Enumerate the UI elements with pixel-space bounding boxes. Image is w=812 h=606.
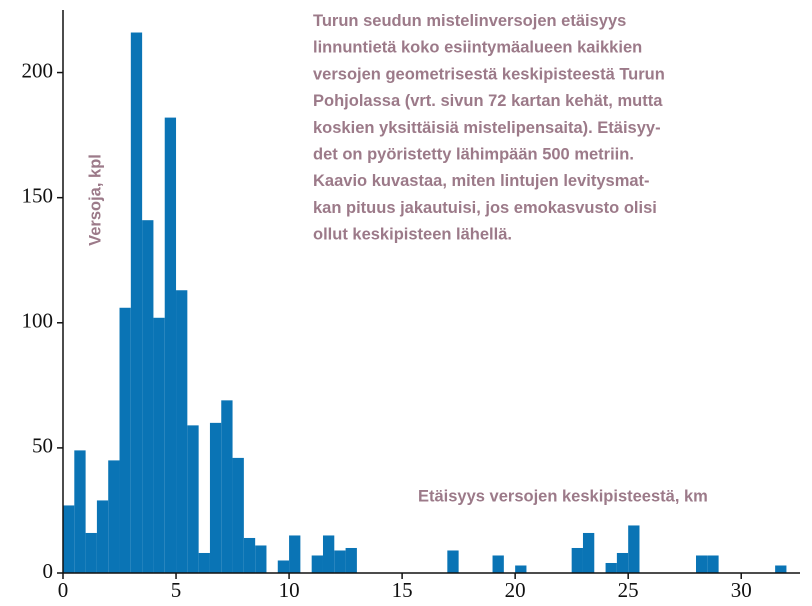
bar — [85, 532, 97, 573]
bar — [345, 547, 357, 573]
x-tick-label: 20 — [505, 578, 526, 602]
bar — [447, 550, 459, 573]
bar — [696, 555, 708, 573]
x-tick-label: 5 — [171, 578, 182, 602]
bar — [616, 552, 629, 573]
bar — [108, 460, 120, 573]
annotation-line: versojen geometrisestä keskipisteestä Tu… — [313, 65, 665, 83]
bar — [628, 525, 640, 573]
annotation-line: Kaavio kuvastaa, miten lintujen levitysm… — [313, 172, 650, 190]
y-tick-label: 150 — [22, 183, 54, 207]
bar — [311, 555, 323, 573]
annotation-line: koskien yksittäisiä mistelipensaita). Et… — [313, 119, 661, 137]
bar — [130, 32, 143, 573]
annotation-line: det on pyöristetty lähimpään 500 metriin… — [313, 146, 634, 164]
bar — [582, 532, 595, 573]
bar — [63, 505, 75, 573]
x-tick-label: 25 — [618, 578, 639, 602]
bar — [164, 117, 177, 574]
bar — [209, 422, 222, 573]
bar — [198, 552, 210, 573]
y-tick-label: 100 — [22, 309, 54, 333]
bar — [142, 220, 154, 574]
bar — [775, 565, 787, 573]
bar — [119, 307, 131, 573]
annotation-line: Turun seudun mistelinversojen etäisyys — [313, 12, 626, 30]
x-tick-label: 10 — [279, 578, 300, 602]
bar — [571, 547, 583, 573]
bar — [221, 400, 233, 573]
annotation-line: ollut keskipisteen lähellä. — [313, 226, 512, 244]
bar — [232, 457, 244, 573]
annotation-line: kan pituus jakautuisi, jos emokasvusto o… — [313, 199, 657, 217]
x-axis-label: Etäisyys versojen keskipisteestä, km — [418, 487, 708, 505]
bar — [153, 317, 165, 573]
annotation-line: Pohjolassa (vrt. sivun 72 kartan kehät, … — [313, 92, 663, 110]
bar — [255, 545, 267, 573]
bar — [334, 550, 346, 573]
y-tick-label: 0 — [43, 559, 54, 583]
y-axis-label: Versoja, kpl — [86, 154, 104, 246]
bar — [243, 537, 256, 573]
y-tick-label: 200 — [22, 58, 54, 82]
x-tick-label: 0 — [58, 578, 69, 602]
bar — [605, 562, 617, 573]
bar — [187, 425, 199, 573]
annotation-line: linnuntietä koko esiintymäalueen kaikkie… — [313, 39, 642, 57]
y-tick-label: 50 — [32, 434, 53, 458]
bar — [492, 555, 504, 573]
bar — [322, 535, 335, 573]
bar — [74, 450, 86, 573]
x-tick-label: 15 — [392, 578, 413, 602]
bar — [289, 535, 301, 573]
bar — [277, 560, 290, 573]
x-tick-label: 30 — [731, 578, 752, 602]
bar — [515, 565, 527, 573]
bar — [176, 290, 188, 573]
bar — [707, 555, 719, 573]
bar — [96, 500, 109, 573]
